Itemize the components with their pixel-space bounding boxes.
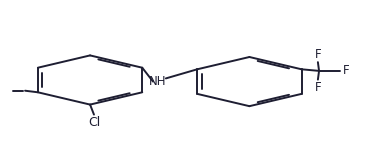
Text: F: F <box>315 48 321 61</box>
Text: F: F <box>343 64 349 77</box>
Text: Cl: Cl <box>88 116 100 129</box>
Text: NH: NH <box>149 75 167 88</box>
Text: F: F <box>315 80 321 94</box>
